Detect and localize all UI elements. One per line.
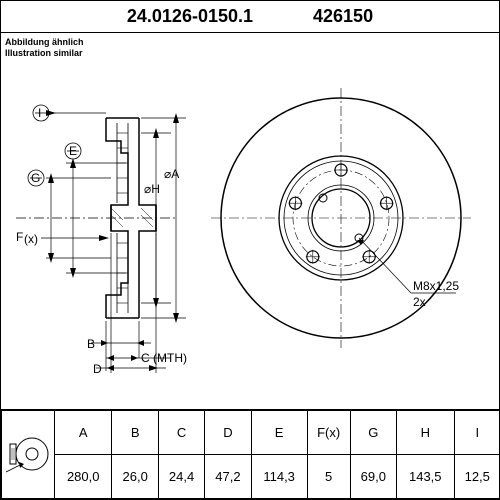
svg-text:F: F: [16, 230, 23, 244]
col-E: E: [251, 411, 307, 455]
col-B: B: [112, 411, 158, 455]
svg-text:⌀H: ⌀H: [144, 182, 160, 196]
col-D: D: [205, 411, 251, 455]
svg-text:(x): (x): [24, 232, 38, 246]
val-B: 26,0: [112, 455, 158, 499]
col-A: A: [55, 411, 112, 455]
val-I: 12,5: [454, 455, 500, 499]
disc-icon-cell: [2, 411, 55, 499]
svg-text:B: B: [87, 337, 95, 351]
val-D: 47,2: [205, 455, 251, 499]
val-E: 114,3: [251, 455, 307, 499]
col-I: I: [454, 411, 500, 455]
part-number: 24.0126-0150.1: [127, 6, 253, 27]
val-H: 143,5: [397, 455, 454, 499]
svg-text:I: I: [38, 106, 41, 120]
col-H: H: [397, 411, 454, 455]
val-A: 280,0: [55, 455, 112, 499]
val-G: 69,0: [350, 455, 396, 499]
svg-text:⌀A: ⌀A: [164, 167, 179, 181]
col-F: F(x): [307, 411, 350, 455]
disc-icon: [4, 434, 52, 476]
alt-number: 426150: [313, 6, 373, 27]
svg-text:C (MTH): C (MTH): [141, 351, 187, 365]
col-C: C: [158, 411, 204, 455]
val-C: 24,4: [158, 455, 204, 499]
header-bar: 24.0126-0150.1 426150: [1, 1, 499, 33]
svg-text:D: D: [93, 362, 102, 376]
val-F: 5: [307, 455, 350, 499]
svg-text:E: E: [69, 144, 77, 158]
drawing-area: I G E: [1, 33, 500, 411]
dimension-table: A B C D E F(x) G H I 280,0 26,0 24,4 47,…: [1, 409, 500, 499]
svg-text:G: G: [31, 171, 40, 185]
thread-qty: 2x: [413, 295, 426, 309]
technical-drawing: I G E: [1, 33, 500, 411]
col-G: G: [350, 411, 396, 455]
thread-label: M8x1,25: [413, 279, 459, 293]
